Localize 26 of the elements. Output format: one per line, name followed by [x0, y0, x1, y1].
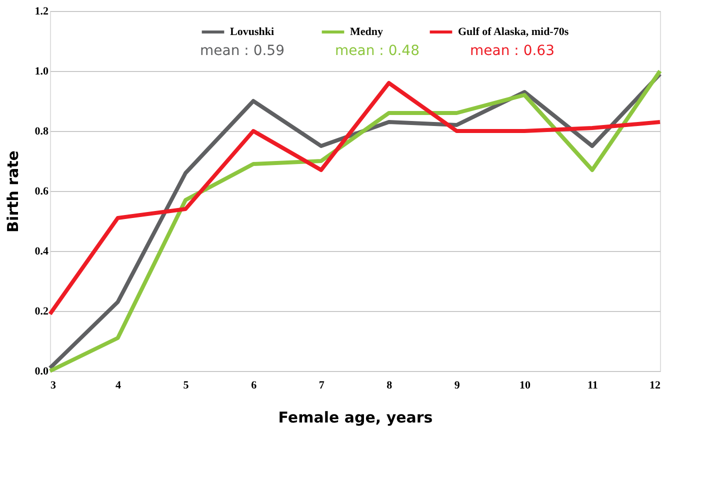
- legend-label: Gulf of Alaska, mid-70s: [458, 26, 570, 38]
- x-tick-label: 10: [519, 380, 531, 392]
- x-tick-label: 12: [650, 380, 661, 392]
- y-tick-label: 1.0: [34, 66, 49, 78]
- x-tick-label: 8: [386, 380, 393, 392]
- annotation: mean : 0.63: [470, 43, 554, 59]
- y-tick-label: 0.8: [34, 126, 49, 138]
- annotation: mean : 0.59: [200, 43, 284, 59]
- y-tick-label: 0.0: [34, 366, 49, 378]
- x-tick-label: 7: [318, 380, 325, 392]
- y-axis-title: Birth rate: [4, 150, 22, 232]
- x-tick-label: 6: [251, 380, 258, 392]
- legend-label: Lovushki: [230, 26, 274, 38]
- y-tick-label: 0.4: [34, 246, 49, 258]
- x-tick-label: 11: [588, 380, 598, 392]
- legend-label: Medny: [350, 26, 384, 38]
- y-tick-label: 1.2: [34, 6, 49, 18]
- x-axis-title: Female age, years: [278, 408, 433, 426]
- annotation: mean : 0.48: [335, 43, 420, 59]
- x-tick-label: 4: [116, 380, 122, 392]
- y-tick-label: 0.6: [34, 186, 49, 198]
- y-tick-label: 0.2: [34, 306, 49, 318]
- x-tick-label: 3: [50, 380, 56, 392]
- line-series: [48, 81, 662, 316]
- x-tick-label: 9: [454, 380, 460, 392]
- x-tick-label: 5: [183, 380, 190, 392]
